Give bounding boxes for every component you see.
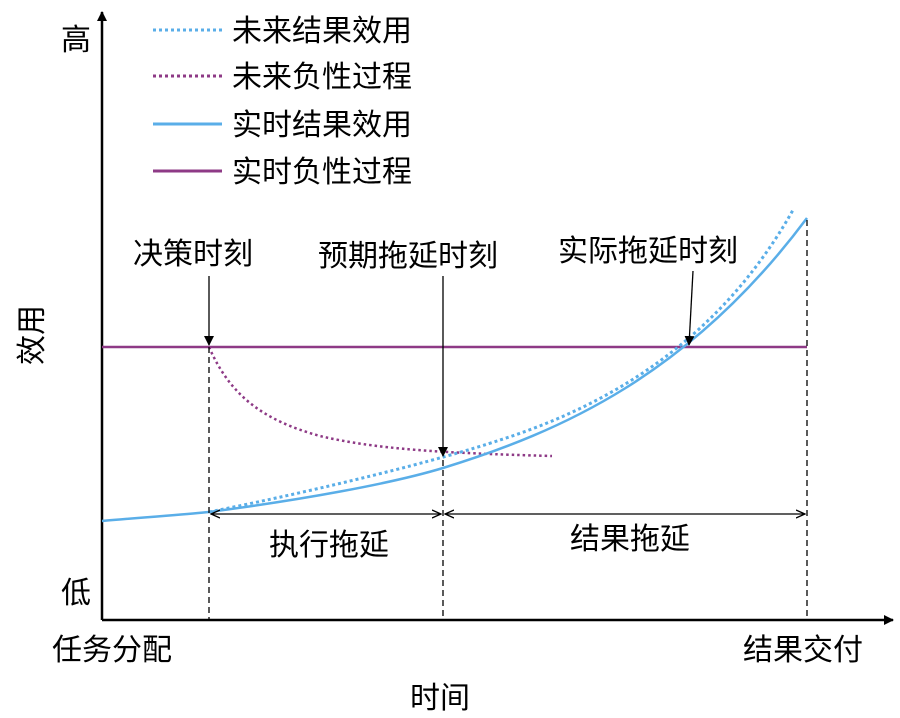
future-outcome-curve xyxy=(208,209,795,514)
y-axis-title: 效用 xyxy=(15,305,50,365)
legend-label-future-outcome: 未来结果效用 xyxy=(232,14,412,49)
x-axis-start-label: 任务分配 xyxy=(52,633,172,668)
marker-decision-label: 决策时刻 xyxy=(133,237,253,272)
legend-label-realtime-process: 实时负性过程 xyxy=(232,155,412,190)
legend-label-realtime-outcome: 实时结果效用 xyxy=(232,108,412,143)
realtime-outcome-curve xyxy=(101,217,809,523)
future-process-curve xyxy=(207,346,553,458)
execution-delay-label: 执行拖延 xyxy=(269,528,389,563)
x-axis-end-label: 结果交付 xyxy=(743,633,863,668)
marker-expected-delay-label: 预期拖延时刻 xyxy=(318,239,498,274)
legend-label-future-process: 未来负性过程 xyxy=(232,60,412,95)
x-axis-title: 时间 xyxy=(410,681,470,716)
marker-actual-delay-arrow xyxy=(684,270,695,346)
marker-actual-delay-label: 实际拖延时刻 xyxy=(558,234,738,269)
y-axis-high-label: 高 xyxy=(61,23,91,58)
legend: 未来结果效用 未来负性过程 实时结果效用 实时负性过程 xyxy=(153,14,412,190)
y-axis-low-label: 低 xyxy=(61,576,91,611)
result-delay-label: 结果拖延 xyxy=(570,522,690,557)
